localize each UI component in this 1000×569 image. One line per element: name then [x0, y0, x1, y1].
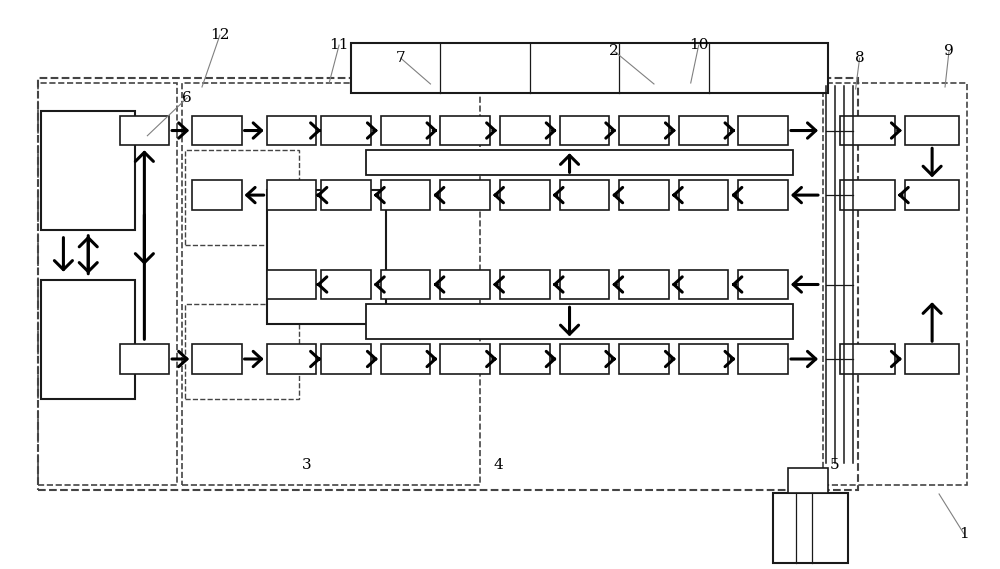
Bar [619, 180, 669, 210]
Bar [440, 270, 490, 299]
Text: 2: 2 [609, 44, 619, 58]
Text: 7: 7 [396, 51, 405, 65]
Bar [440, 116, 490, 146]
Bar [619, 116, 669, 146]
Bar [381, 116, 430, 146]
Bar [738, 270, 788, 299]
Bar [560, 180, 609, 210]
Bar [182, 83, 480, 485]
Bar [192, 180, 242, 210]
Bar [679, 116, 728, 146]
Bar [823, 83, 967, 485]
Bar [38, 83, 177, 485]
Text: 1: 1 [959, 527, 969, 541]
Text: 10: 10 [689, 38, 708, 52]
Bar [679, 180, 728, 210]
Text: 12: 12 [210, 28, 230, 42]
Bar [500, 270, 550, 299]
Bar [440, 180, 490, 210]
Bar [738, 344, 788, 374]
Bar [560, 344, 609, 374]
Bar [120, 116, 169, 146]
Bar [321, 344, 371, 374]
Bar [366, 150, 793, 175]
Bar [321, 270, 371, 299]
Bar [840, 344, 895, 374]
Bar [321, 180, 371, 210]
Bar [738, 180, 788, 210]
Text: 6: 6 [182, 91, 192, 105]
Bar [185, 150, 299, 245]
Bar [351, 43, 828, 93]
Bar [500, 180, 550, 210]
Bar [41, 110, 135, 230]
Bar [905, 116, 959, 146]
Bar [840, 180, 895, 210]
Bar [381, 270, 430, 299]
Text: 8: 8 [855, 51, 864, 65]
Bar [120, 344, 169, 374]
Bar [185, 304, 299, 399]
Bar [738, 116, 788, 146]
Bar [679, 270, 728, 299]
Bar [267, 344, 316, 374]
Bar [267, 116, 316, 146]
Bar [840, 116, 895, 146]
Bar [560, 270, 609, 299]
Bar [192, 344, 242, 374]
Bar [500, 116, 550, 146]
Bar [500, 344, 550, 374]
Bar [788, 468, 828, 493]
Bar [267, 180, 316, 210]
Text: 11: 11 [329, 38, 349, 52]
Text: 4: 4 [493, 458, 503, 472]
Bar [905, 344, 959, 374]
Bar [381, 344, 430, 374]
Bar [267, 190, 386, 324]
Bar [267, 270, 316, 299]
Bar [192, 116, 242, 146]
Text: 5: 5 [830, 458, 840, 472]
Bar [41, 279, 135, 399]
Bar [619, 344, 669, 374]
Bar [38, 78, 858, 490]
Bar [905, 180, 959, 210]
Bar [381, 180, 430, 210]
Bar [560, 116, 609, 146]
Bar [440, 344, 490, 374]
Bar [321, 116, 371, 146]
Bar [773, 493, 848, 563]
Bar [679, 344, 728, 374]
Text: 9: 9 [944, 44, 954, 58]
Text: 3: 3 [301, 458, 311, 472]
Bar [619, 270, 669, 299]
Bar [366, 304, 793, 339]
